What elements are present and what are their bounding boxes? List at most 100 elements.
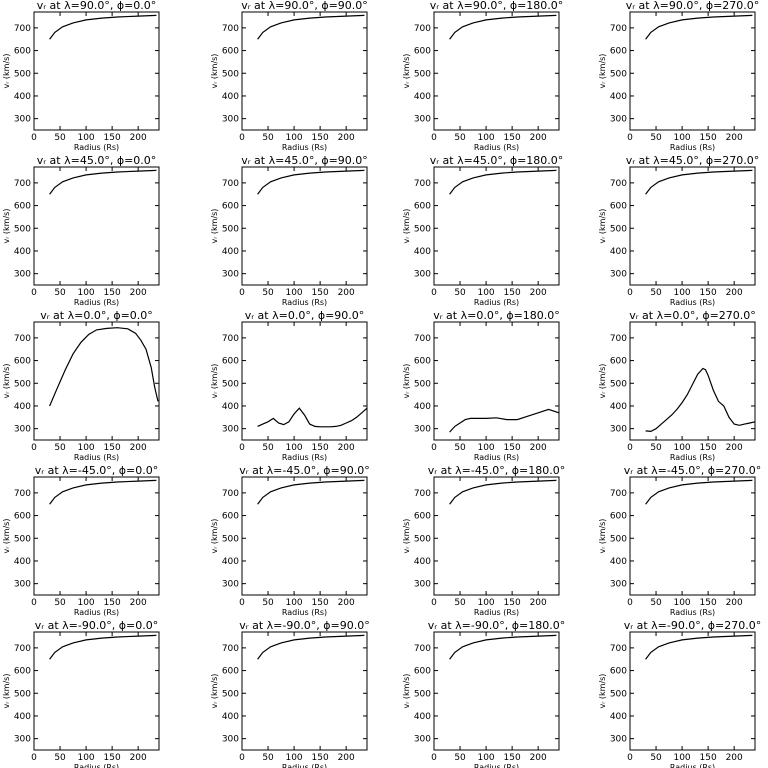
- y-tick-label: 300: [610, 115, 627, 125]
- plot-frame: [241, 476, 368, 596]
- y-tick-label: 700: [414, 179, 431, 189]
- x-tick-label: 100: [477, 443, 494, 453]
- plot-frame: [629, 476, 756, 596]
- x-axis-label: Radius (Rs): [282, 763, 327, 768]
- y-tick-label: 400: [222, 247, 239, 257]
- series-line: [257, 14, 365, 40]
- x-tick-label: 200: [726, 443, 743, 453]
- x-tick-label: 0: [239, 443, 245, 453]
- x-tick-label: 200: [130, 598, 147, 608]
- series-line: [645, 479, 753, 505]
- x-tick-label: 100: [285, 133, 302, 143]
- y-tick-label: 600: [414, 47, 431, 57]
- y-tick-label: 500: [14, 224, 31, 234]
- y-axis-label: vᵣ (km/s): [210, 209, 219, 244]
- chart-panel: vᵣ at λ=-90.0°, ϕ=270.0° 300 400 500 600 700 0…: [598, 619, 761, 768]
- series-line: [449, 169, 557, 195]
- y-tick-label: 300: [14, 425, 31, 435]
- series-line: [449, 479, 557, 505]
- x-tick-label: 200: [130, 443, 147, 453]
- chart-panel: vᵣ at λ=0.0°, ϕ=270.0° 300 400 500 600 700 0 50…: [598, 309, 756, 462]
- y-tick-label: 300: [610, 425, 627, 435]
- x-tick-label: 50: [650, 288, 662, 298]
- chart-panel: vᵣ at λ=90.0°, ϕ=90.0° 300 400 500 600 700 0 50…: [210, 0, 368, 152]
- plot-frame: [241, 321, 368, 441]
- x-tick-label: 150: [504, 753, 521, 763]
- plot-frame: [433, 11, 560, 131]
- y-tick-label: 500: [14, 689, 31, 699]
- x-tick-label: 200: [338, 753, 355, 763]
- y-tick-label: 700: [14, 489, 31, 499]
- y-tick-label: 500: [414, 689, 431, 699]
- y-axis-label: vᵣ (km/s): [598, 519, 607, 554]
- y-tick-label: 600: [222, 512, 239, 522]
- x-tick-label: 200: [726, 598, 743, 608]
- y-tick-label: 700: [610, 334, 627, 344]
- x-tick-label: 200: [726, 133, 743, 143]
- y-axis-label: vᵣ (km/s): [2, 54, 11, 89]
- chart-panel: vᵣ at λ=0.0°, ϕ=0.0° 300 400 500 600 700 0 50 10…: [2, 309, 160, 462]
- y-tick-label: 500: [414, 379, 431, 389]
- y-tick-label: 700: [414, 334, 431, 344]
- chart-panel: vᵣ at λ=90.0°, ϕ=270.0° 300 400 500 600 700 0 5…: [598, 0, 759, 152]
- x-tick-label: 100: [477, 288, 494, 298]
- series-line: [49, 14, 157, 40]
- chart-title: vᵣ at λ=45.0°, ϕ=90.0°: [241, 154, 368, 167]
- chart-panel: vᵣ at λ=45.0°, ϕ=0.0° 300 400 500 600 700 0 50 1…: [2, 154, 160, 307]
- y-tick-label: 300: [222, 580, 239, 590]
- series-line: [645, 169, 753, 195]
- chart-title: vᵣ at λ=0.0°, ϕ=270.0°: [629, 309, 756, 322]
- y-tick-label: 500: [222, 69, 239, 79]
- chart-panel: vᵣ at λ=-90.0°, ϕ=90.0° 300 400 500 600 700 0 5…: [210, 619, 370, 768]
- y-axis-label: vᵣ (km/s): [598, 674, 607, 709]
- x-tick-label: 150: [700, 753, 717, 763]
- x-axis-label: Radius (Rs): [282, 143, 327, 152]
- y-axis-label: vᵣ (km/s): [2, 209, 11, 244]
- y-tick-label: 300: [610, 735, 627, 745]
- x-tick-label: 0: [31, 443, 37, 453]
- x-tick-label: 200: [338, 598, 355, 608]
- x-tick-label: 200: [530, 288, 547, 298]
- plot-frame: [629, 631, 756, 751]
- x-axis-label: Radius (Rs): [74, 298, 119, 307]
- y-tick-label: 400: [14, 92, 31, 102]
- y-tick-label: 300: [414, 580, 431, 590]
- y-tick-label: 600: [610, 202, 627, 212]
- y-tick-label: 400: [222, 402, 239, 412]
- plot-frame: [33, 321, 160, 441]
- chart-title: vᵣ at λ=45.0°, ϕ=180.0°: [430, 154, 564, 167]
- y-tick-label: 500: [414, 224, 431, 234]
- y-tick-label: 600: [222, 47, 239, 57]
- plot-frame: [629, 11, 756, 131]
- chart-panel: vᵣ at λ=90.0°, ϕ=0.0° 300 400 500 600 700 0 50 1…: [2, 0, 160, 152]
- y-tick-label: 500: [610, 69, 627, 79]
- series-line: [49, 634, 157, 660]
- x-axis-label: Radius (Rs): [74, 143, 119, 152]
- y-tick-label: 600: [414, 202, 431, 212]
- series-line: [49, 479, 157, 505]
- y-axis-label: vᵣ (km/s): [402, 209, 411, 244]
- x-tick-label: 50: [54, 598, 66, 608]
- x-axis-label: Radius (Rs): [74, 608, 119, 617]
- y-tick-label: 600: [610, 47, 627, 57]
- plot-frame: [433, 321, 560, 441]
- x-tick-label: 50: [54, 288, 66, 298]
- y-tick-label: 500: [610, 689, 627, 699]
- chart-title: vᵣ at λ=90.0°, ϕ=180.0°: [430, 0, 564, 12]
- y-tick-label: 400: [610, 92, 627, 102]
- x-axis-label: Radius (Rs): [74, 453, 119, 462]
- y-tick-label: 700: [14, 24, 31, 34]
- chart-panel: vᵣ at λ=45.0°, ϕ=180.0° 300 400 500 600 700 0 5…: [402, 154, 563, 307]
- y-tick-label: 400: [14, 402, 31, 412]
- chart-panel: vᵣ at λ=-90.0°, ϕ=0.0° 300 400 500 600 700 0 50…: [2, 619, 160, 768]
- chart-panel: vᵣ at λ=90.0°, ϕ=180.0° 300 400 500 600 700 0 5…: [402, 0, 563, 152]
- y-tick-label: 600: [14, 202, 31, 212]
- y-axis-label: vᵣ (km/s): [402, 674, 411, 709]
- y-tick-label: 400: [14, 557, 31, 567]
- x-tick-label: 50: [262, 753, 274, 763]
- x-tick-label: 100: [77, 443, 94, 453]
- x-tick-label: 200: [530, 133, 547, 143]
- y-axis-label: vᵣ (km/s): [210, 364, 219, 399]
- plot-frame: [629, 321, 756, 441]
- plot-frame: [241, 11, 368, 131]
